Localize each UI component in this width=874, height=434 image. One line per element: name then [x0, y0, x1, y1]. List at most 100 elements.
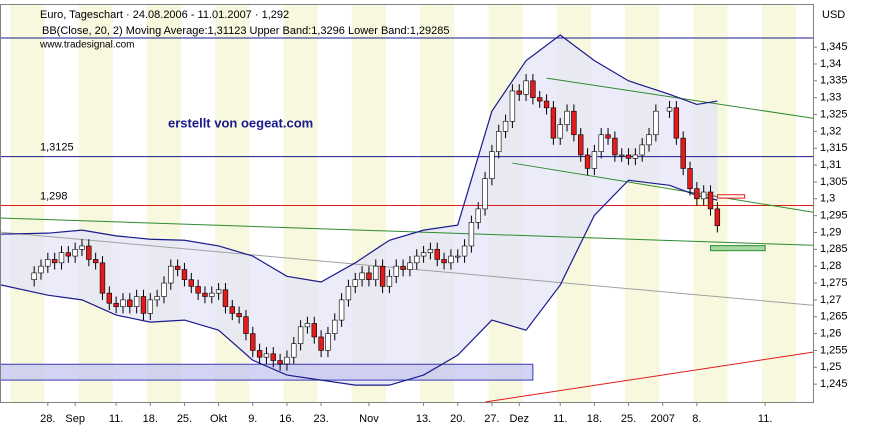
week-stripe [761, 4, 796, 402]
candle-body [181, 269, 188, 280]
y-tick-label: 1,255 [820, 344, 848, 356]
candle-body [325, 333, 331, 351]
candle-body [537, 97, 543, 102]
x-tick-label: 25. [621, 413, 636, 425]
candle-body [345, 286, 352, 301]
candle-body [79, 245, 85, 250]
box [716, 194, 746, 199]
y-tick-label: 1,34 [820, 58, 841, 70]
y-tick-label: 1,245 [820, 378, 848, 390]
candle-body [578, 134, 584, 156]
candle-body [400, 265, 406, 270]
box [0, 363, 534, 381]
y-tick-label: 1,315 [820, 142, 848, 154]
candle-body [72, 249, 78, 257]
candle-body [263, 353, 270, 358]
candle-body [673, 107, 680, 139]
plot-area: 1,3125 1,298 [0, 4, 814, 403]
candle-body [591, 151, 598, 169]
candle-body [140, 296, 147, 314]
x-tick-label: Okt [210, 413, 227, 425]
candle-body [133, 296, 140, 307]
x-tick-label: 18. [587, 413, 602, 425]
chart-title: Euro, Tageschart · 24.08.2006 - 11.01.20… [40, 9, 289, 21]
y-tick-label: 1,31 [820, 159, 841, 171]
candle-body [646, 134, 652, 146]
candle-body [639, 144, 645, 156]
candle-body [516, 90, 522, 95]
band-line [0, 179, 718, 386]
candle-body [489, 151, 495, 179]
candle-body [598, 134, 604, 152]
candle-body [161, 282, 167, 297]
candle-body [707, 191, 714, 210]
candle-body [386, 275, 393, 287]
level-label: 1,3125 [40, 142, 74, 154]
x-tick-label: 13. [416, 413, 431, 425]
band-fill [0, 35, 718, 386]
x-tick-label: 11. [758, 413, 772, 425]
candle-body [666, 107, 673, 112]
candle-body [619, 154, 625, 157]
candle-body [229, 306, 235, 314]
candle-body [714, 208, 721, 227]
x-tick-label: 11. [553, 413, 567, 425]
candle-body [51, 259, 58, 264]
candle-body [332, 319, 338, 334]
band-line [0, 34, 718, 283]
candle-body [550, 107, 557, 139]
candle-body [379, 265, 386, 287]
candle-body [215, 289, 222, 294]
level-label: 1,298 [40, 190, 68, 202]
y-tick-label: 1,335 [820, 75, 848, 87]
candle-body [414, 255, 420, 264]
y-tick-label: 1,27 [820, 294, 841, 306]
candle-body [584, 154, 591, 169]
x-tick-label: 11. [109, 413, 123, 425]
candle-body [147, 299, 153, 314]
candle-body [45, 259, 51, 267]
x-tick-label: 16. [279, 413, 294, 425]
week-stripe [78, 4, 113, 402]
candle-body [291, 343, 297, 358]
candle-body [625, 154, 632, 159]
candle-body [632, 154, 639, 159]
x-tick-label: 25. [177, 413, 192, 425]
candle-body [612, 137, 618, 156]
x-tick-label: 9. [248, 413, 257, 425]
candle-body [86, 245, 92, 260]
x-tick-label: Sep [65, 413, 85, 425]
x-tick-label: Nov [359, 413, 379, 425]
candle-body [427, 249, 434, 254]
candle-body [605, 134, 611, 139]
candle-body [31, 272, 37, 280]
trend-line [512, 162, 814, 213]
x-tick-label: 2007 [650, 413, 674, 425]
x-tick-label: 28. [40, 413, 55, 425]
candle-body [318, 336, 324, 351]
candle-body [65, 252, 72, 257]
candle-body [564, 110, 570, 125]
candle-body [58, 252, 65, 264]
y-tick-label: 1,29 [820, 226, 841, 238]
candle-body [304, 323, 311, 328]
y-tick-label: 1,3 [820, 193, 835, 205]
candle-body [530, 80, 536, 98]
candle-body [373, 265, 379, 280]
y-tick-label: 1,28 [820, 260, 841, 272]
candle-body [106, 292, 113, 304]
candle-body [297, 326, 304, 344]
candle-body [680, 137, 686, 169]
week-stripe [146, 4, 182, 402]
box [710, 245, 766, 252]
candle-body [127, 299, 133, 307]
y-tick-label: 1,325 [820, 108, 848, 120]
candle-body [352, 279, 358, 287]
trend-line [0, 217, 814, 246]
candle-body [700, 191, 707, 200]
candle-body [687, 168, 693, 189]
candle-body [174, 265, 181, 270]
candle-body [475, 208, 481, 223]
x-tick-label: 23. [313, 413, 328, 425]
